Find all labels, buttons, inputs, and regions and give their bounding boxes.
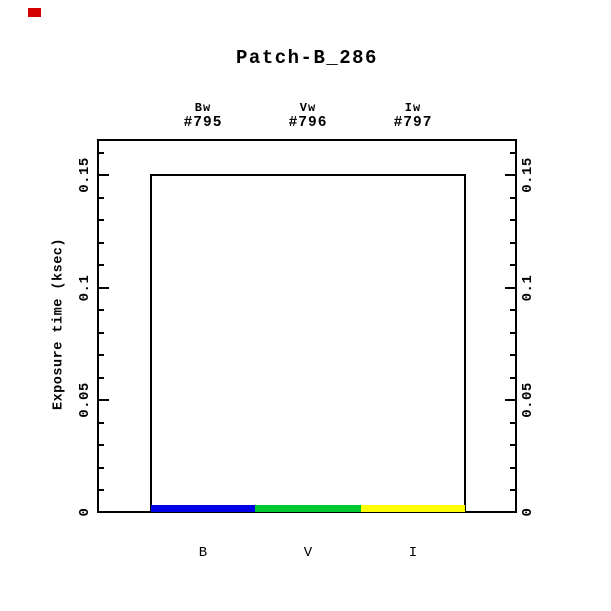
top-label-column-i: Iw #797	[353, 101, 473, 131]
y-tick-mark	[510, 376, 515, 379]
exposure-id-797: #797	[393, 115, 433, 131]
y-tick-mark	[505, 286, 515, 289]
y-tick-mark	[99, 466, 104, 469]
y-tick-mark	[99, 489, 104, 492]
y-tick-mark	[510, 444, 515, 447]
plot-title: Patch-B_286	[236, 47, 378, 69]
y-tick-mark	[510, 421, 515, 424]
y-tick-mark	[99, 219, 104, 222]
y-tick-mark	[510, 219, 515, 222]
y-tick-mark	[510, 331, 515, 334]
y-tick-mark	[505, 174, 515, 177]
y-tick-mark	[510, 152, 515, 155]
top-label-column-v: Vw #796	[248, 101, 368, 131]
y-tick-mark	[510, 264, 515, 267]
y-tick-mark	[99, 152, 104, 155]
y-tick-mark	[99, 444, 104, 447]
plot-frame	[97, 139, 517, 513]
y-tick-mark	[99, 354, 104, 357]
band-label-v: V	[303, 545, 313, 561]
band-label-b: B	[198, 545, 208, 561]
y-tick-mark	[99, 331, 104, 334]
y-tick-mark	[99, 421, 104, 424]
y-tick-mark	[99, 399, 109, 402]
y-tick-mark	[510, 196, 515, 199]
y-tick-mark	[510, 309, 515, 312]
red-marker-square	[28, 8, 41, 17]
exposure-id-795: #795	[183, 115, 223, 131]
y-tick-mark	[99, 241, 104, 244]
y-tick-mark	[99, 286, 109, 289]
planned-exposure-outline	[150, 174, 466, 511]
y-tick-mark	[99, 309, 104, 312]
y-tick-mark	[99, 174, 109, 177]
exposure-bar-i	[361, 505, 465, 512]
y-tick-mark	[99, 376, 104, 379]
exposure-bar-v	[255, 505, 361, 512]
y-tick-mark	[99, 264, 104, 267]
exposure-id-796: #796	[288, 115, 328, 131]
top-label-column-b: Bw #795	[143, 101, 263, 131]
filter-name-bw: Bw	[194, 101, 212, 115]
y-tick-mark	[510, 466, 515, 469]
y-tick-mark	[510, 241, 515, 244]
filter-name-iw: Iw	[404, 101, 422, 115]
filter-name-vw: Vw	[299, 101, 317, 115]
y-tick-mark	[99, 196, 104, 199]
y-tick-mark	[510, 489, 515, 492]
band-label-i: I	[408, 545, 418, 561]
exposure-bar-b	[151, 505, 255, 512]
y-tick-mark	[510, 354, 515, 357]
y-tick-mark	[505, 399, 515, 402]
